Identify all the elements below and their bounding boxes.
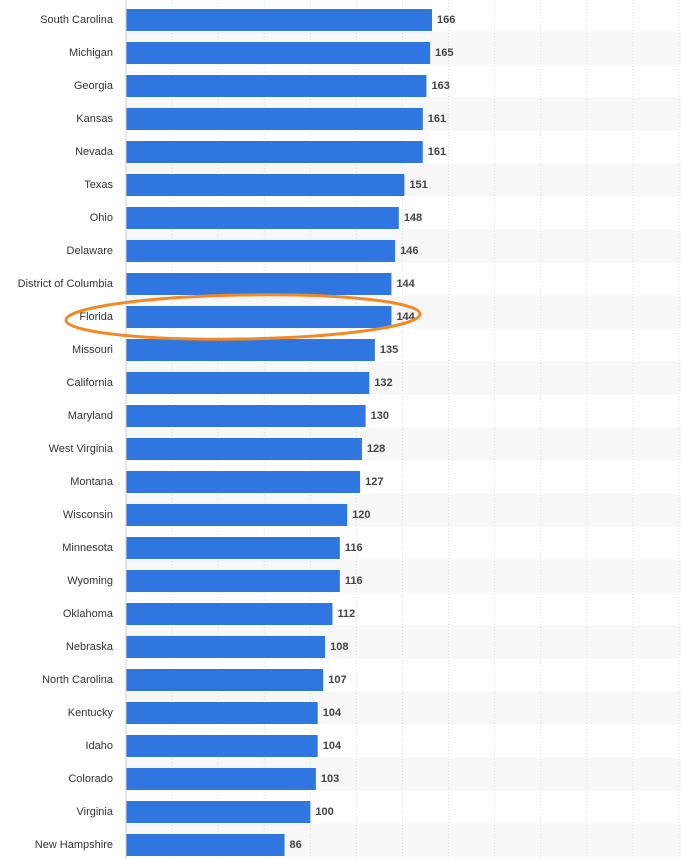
bar	[126, 438, 362, 460]
bar	[126, 174, 405, 196]
value-label: 161	[428, 146, 446, 158]
category-label: Montana	[70, 476, 114, 488]
category-label: South Carolina	[40, 14, 114, 26]
category-label: Georgia	[74, 80, 114, 92]
bar	[126, 75, 427, 97]
bar	[126, 570, 340, 592]
value-label: 163	[431, 80, 449, 92]
value-label: 116	[345, 542, 363, 554]
value-label: 104	[323, 740, 342, 752]
bar	[126, 141, 423, 163]
value-label: 103	[321, 773, 339, 785]
value-label: 144	[396, 278, 415, 290]
value-label: 146	[400, 245, 418, 257]
category-label: Kentucky	[68, 707, 114, 719]
category-label: New Hampshire	[35, 839, 113, 851]
bar	[126, 702, 318, 724]
bar	[126, 768, 316, 790]
value-label: 130	[371, 410, 389, 422]
category-label: Idaho	[85, 740, 113, 752]
category-label: Maryland	[68, 410, 113, 422]
bar	[126, 471, 361, 493]
bar	[126, 9, 432, 31]
bar	[126, 834, 285, 856]
bar	[126, 42, 431, 64]
category-label: Texas	[84, 179, 113, 191]
category-label: Wyoming	[67, 575, 113, 587]
value-label: 151	[409, 179, 427, 191]
grid	[171, 0, 680, 859]
value-label: 161	[428, 113, 446, 125]
bar	[126, 669, 324, 691]
value-label: 107	[328, 674, 346, 686]
bar	[126, 603, 333, 625]
value-label: 148	[404, 212, 422, 224]
bar	[126, 372, 370, 394]
value-label: 132	[374, 377, 392, 389]
bar	[126, 240, 396, 262]
value-label: 112	[337, 608, 355, 620]
bar	[126, 108, 423, 130]
bar	[126, 504, 348, 526]
category-label: Oklahoma	[63, 608, 114, 620]
category-label: West Virginia	[49, 443, 114, 455]
bar	[126, 735, 318, 757]
category-label: Wisconsin	[63, 509, 113, 521]
bar	[126, 207, 399, 229]
value-label: 116	[345, 575, 363, 587]
bar	[126, 306, 392, 328]
category-label: District of Columbia	[18, 278, 114, 290]
bar	[126, 801, 311, 823]
category-label: Florida	[79, 311, 114, 323]
value-label: 165	[435, 47, 453, 59]
value-label: 166	[437, 14, 455, 26]
bars: South Carolina 166 Michigan 165 Georgia 163 Ka…	[18, 9, 455, 856]
category-label: California	[67, 377, 114, 389]
category-label: Minnesota	[62, 542, 114, 554]
bar	[126, 405, 366, 427]
bar	[126, 339, 375, 361]
category-label: North Carolina	[42, 674, 114, 686]
value-label: 135	[380, 344, 398, 356]
category-label: Delaware	[67, 245, 113, 257]
category-label: Nevada	[75, 146, 114, 158]
category-label: Virginia	[77, 806, 114, 818]
category-label: Michigan	[69, 47, 113, 59]
value-label: 120	[352, 509, 370, 521]
category-label: Kansas	[76, 113, 113, 125]
category-label: Ohio	[90, 212, 113, 224]
highlight-circle	[64, 293, 422, 341]
value-label: 86	[290, 839, 302, 851]
category-label: Colorado	[68, 773, 113, 785]
bar	[126, 537, 340, 559]
value-label: 127	[365, 476, 383, 488]
category-label: Nebraska	[66, 641, 114, 653]
value-label: 104	[323, 707, 342, 719]
bar	[126, 636, 326, 658]
bar	[126, 273, 392, 295]
value-label: 108	[330, 641, 348, 653]
value-label: 100	[315, 806, 333, 818]
category-label: Missouri	[72, 344, 113, 356]
value-label: 128	[367, 443, 385, 455]
